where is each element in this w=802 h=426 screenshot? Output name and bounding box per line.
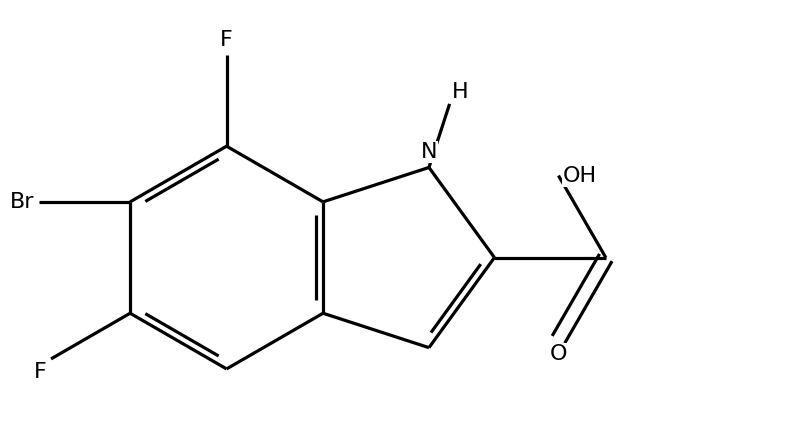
Text: H: H [452,82,468,102]
Text: Br: Br [10,192,34,212]
Text: OH: OH [563,166,597,186]
Text: N: N [421,142,437,162]
Text: F: F [34,362,47,382]
Text: F: F [221,30,233,50]
Text: O: O [549,344,567,364]
